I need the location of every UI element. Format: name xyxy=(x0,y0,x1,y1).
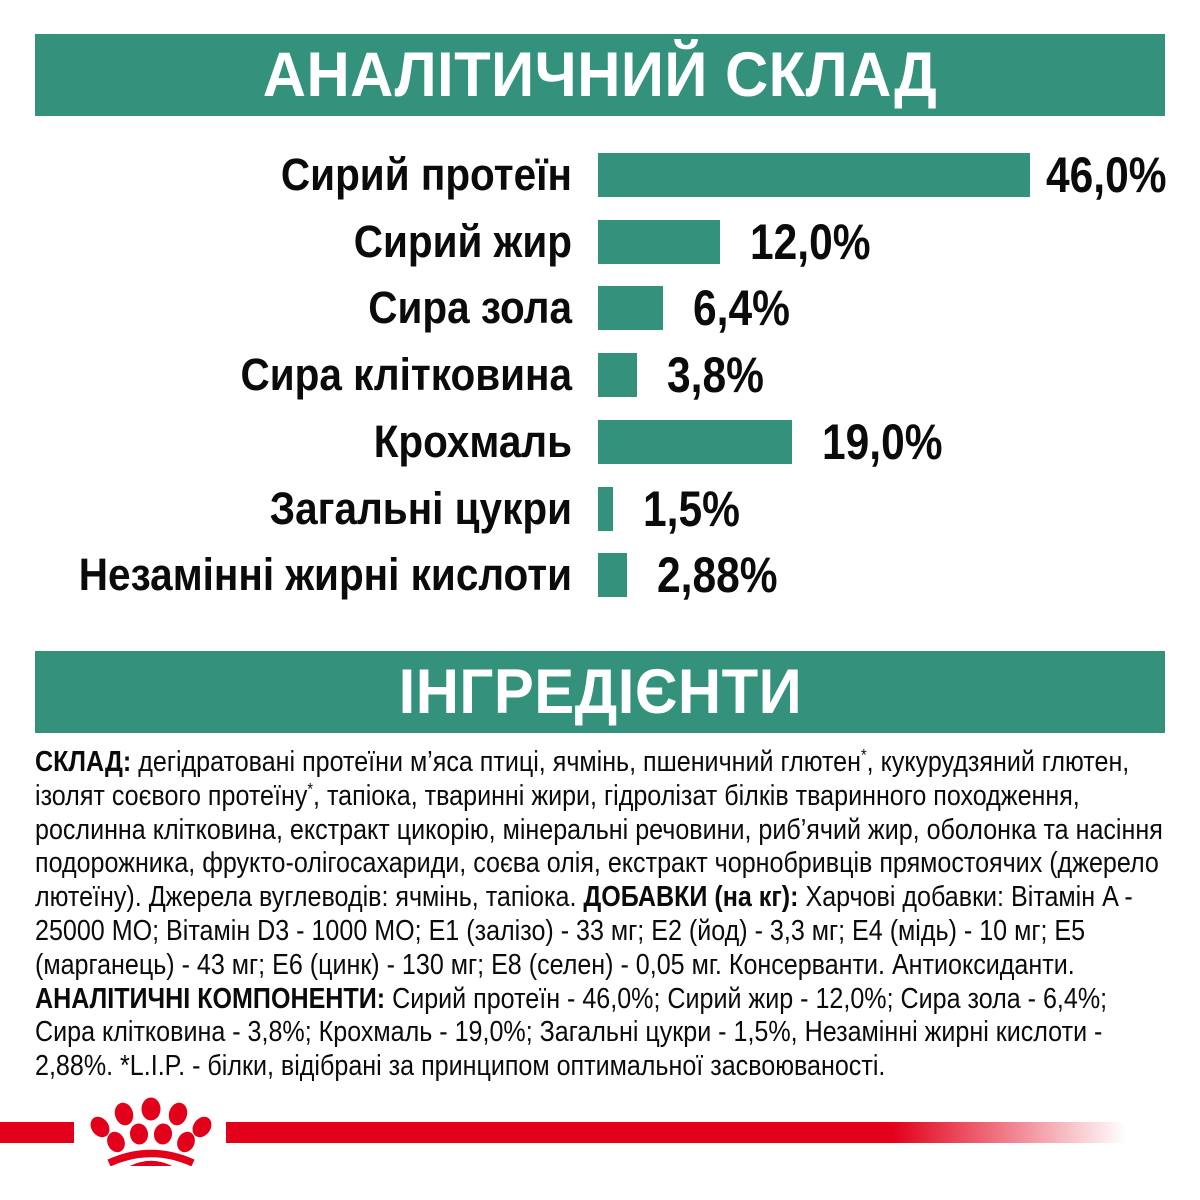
chart-row-label: Незамінні жирні кислоти xyxy=(78,549,572,600)
chart-row-value: 2,88% xyxy=(657,547,778,603)
ingredients-section: СКЛАД: дегідратовані протеїни м’яса птиц… xyxy=(35,746,1165,1084)
chart-row-label: Крохмаль xyxy=(373,416,572,467)
chart-bar xyxy=(598,286,663,330)
chart-row-value: 6,4% xyxy=(693,280,790,336)
footnote-asterisk: * xyxy=(860,745,867,765)
chart-row: Сирий протеїн 46,0% xyxy=(0,147,1200,203)
red-divider-line-left xyxy=(0,1122,74,1143)
ingredients-text-segment: дегідратовані протеїни м’яса птиці, ячмі… xyxy=(138,746,861,778)
footnote-asterisk: * xyxy=(307,779,314,799)
chart-row-value: 19,0% xyxy=(822,414,943,470)
chart-row: Сира зола 6,4% xyxy=(0,280,1200,336)
chart-row-label: Загальні цукри xyxy=(269,483,572,534)
chart-row-label: Сира клітковина xyxy=(240,349,572,400)
ingredients-text-segment: , тапіока, тваринні жири, гідролізат біл… xyxy=(35,779,1163,914)
chart-row: Сира клітковина 3,8% xyxy=(0,347,1200,403)
ingredients-heading-inline: ДОБАВКИ (на кг): xyxy=(583,881,806,914)
chart-row: Загальні цукри 1,5% xyxy=(0,481,1200,537)
section-header-ingredients: ІНГРЕДІЄНТИ xyxy=(35,651,1165,733)
chart-bar xyxy=(598,220,720,264)
chart-bar xyxy=(598,153,1030,197)
chart-bar xyxy=(598,553,627,597)
chart-row-label: Сирий протеїн xyxy=(280,149,572,200)
ingredients-title: ІНГРЕДІЄНТИ xyxy=(398,657,802,727)
chart-row: Крохмаль 19,0% xyxy=(0,414,1200,470)
chart-bar xyxy=(598,420,792,464)
ingredients-text-segment: Сирий протеїн - 46,0%; Сирий жир - 12,0%… xyxy=(35,982,1108,1083)
red-divider-line-right xyxy=(226,1122,1126,1143)
chart-row-label: Сира зола xyxy=(368,282,572,333)
chart-bar xyxy=(598,487,613,531)
chart-row: Незамінні жирні кислоти 2,88% xyxy=(0,547,1200,603)
chart-bar xyxy=(598,353,637,397)
chart-row-label: Сирий жир xyxy=(353,216,572,267)
chart-row-value: 3,8% xyxy=(667,347,764,403)
chart-row-value: 12,0% xyxy=(750,214,871,270)
analytical-composition-title: АНАЛІТИЧНИЙ СКЛАД xyxy=(262,40,938,110)
chart-row: Сирий жир 12,0% xyxy=(0,214,1200,270)
ingredients-text-segment: Харчові добавки: Вітамін A - 25000 МО; В… xyxy=(35,881,1133,981)
chart-row-value: 46,0% xyxy=(1046,147,1167,203)
section-header-analytical-composition: АНАЛІТИЧНИЙ СКЛАД xyxy=(35,34,1165,116)
chart-row-value: 1,5% xyxy=(643,481,740,537)
composition-bar-chart: Сирий протеїн 46,0% Сирий жир 12,0% Сира зол… xyxy=(0,147,1200,603)
royal-canin-crown-icon xyxy=(90,1097,212,1166)
ingredients-paragraph: СКЛАД: дегідратовані протеїни м’яса птиц… xyxy=(35,746,1165,1084)
ingredients-heading-inline: СКЛАД: xyxy=(35,746,139,778)
ingredients-text-segment: , кукурудзяний глютен, ізолят соєвого пр… xyxy=(35,746,1130,812)
ingredients-heading-inline: АНАЛІТИЧНІ КОМПОНЕНТИ: xyxy=(35,982,393,1015)
